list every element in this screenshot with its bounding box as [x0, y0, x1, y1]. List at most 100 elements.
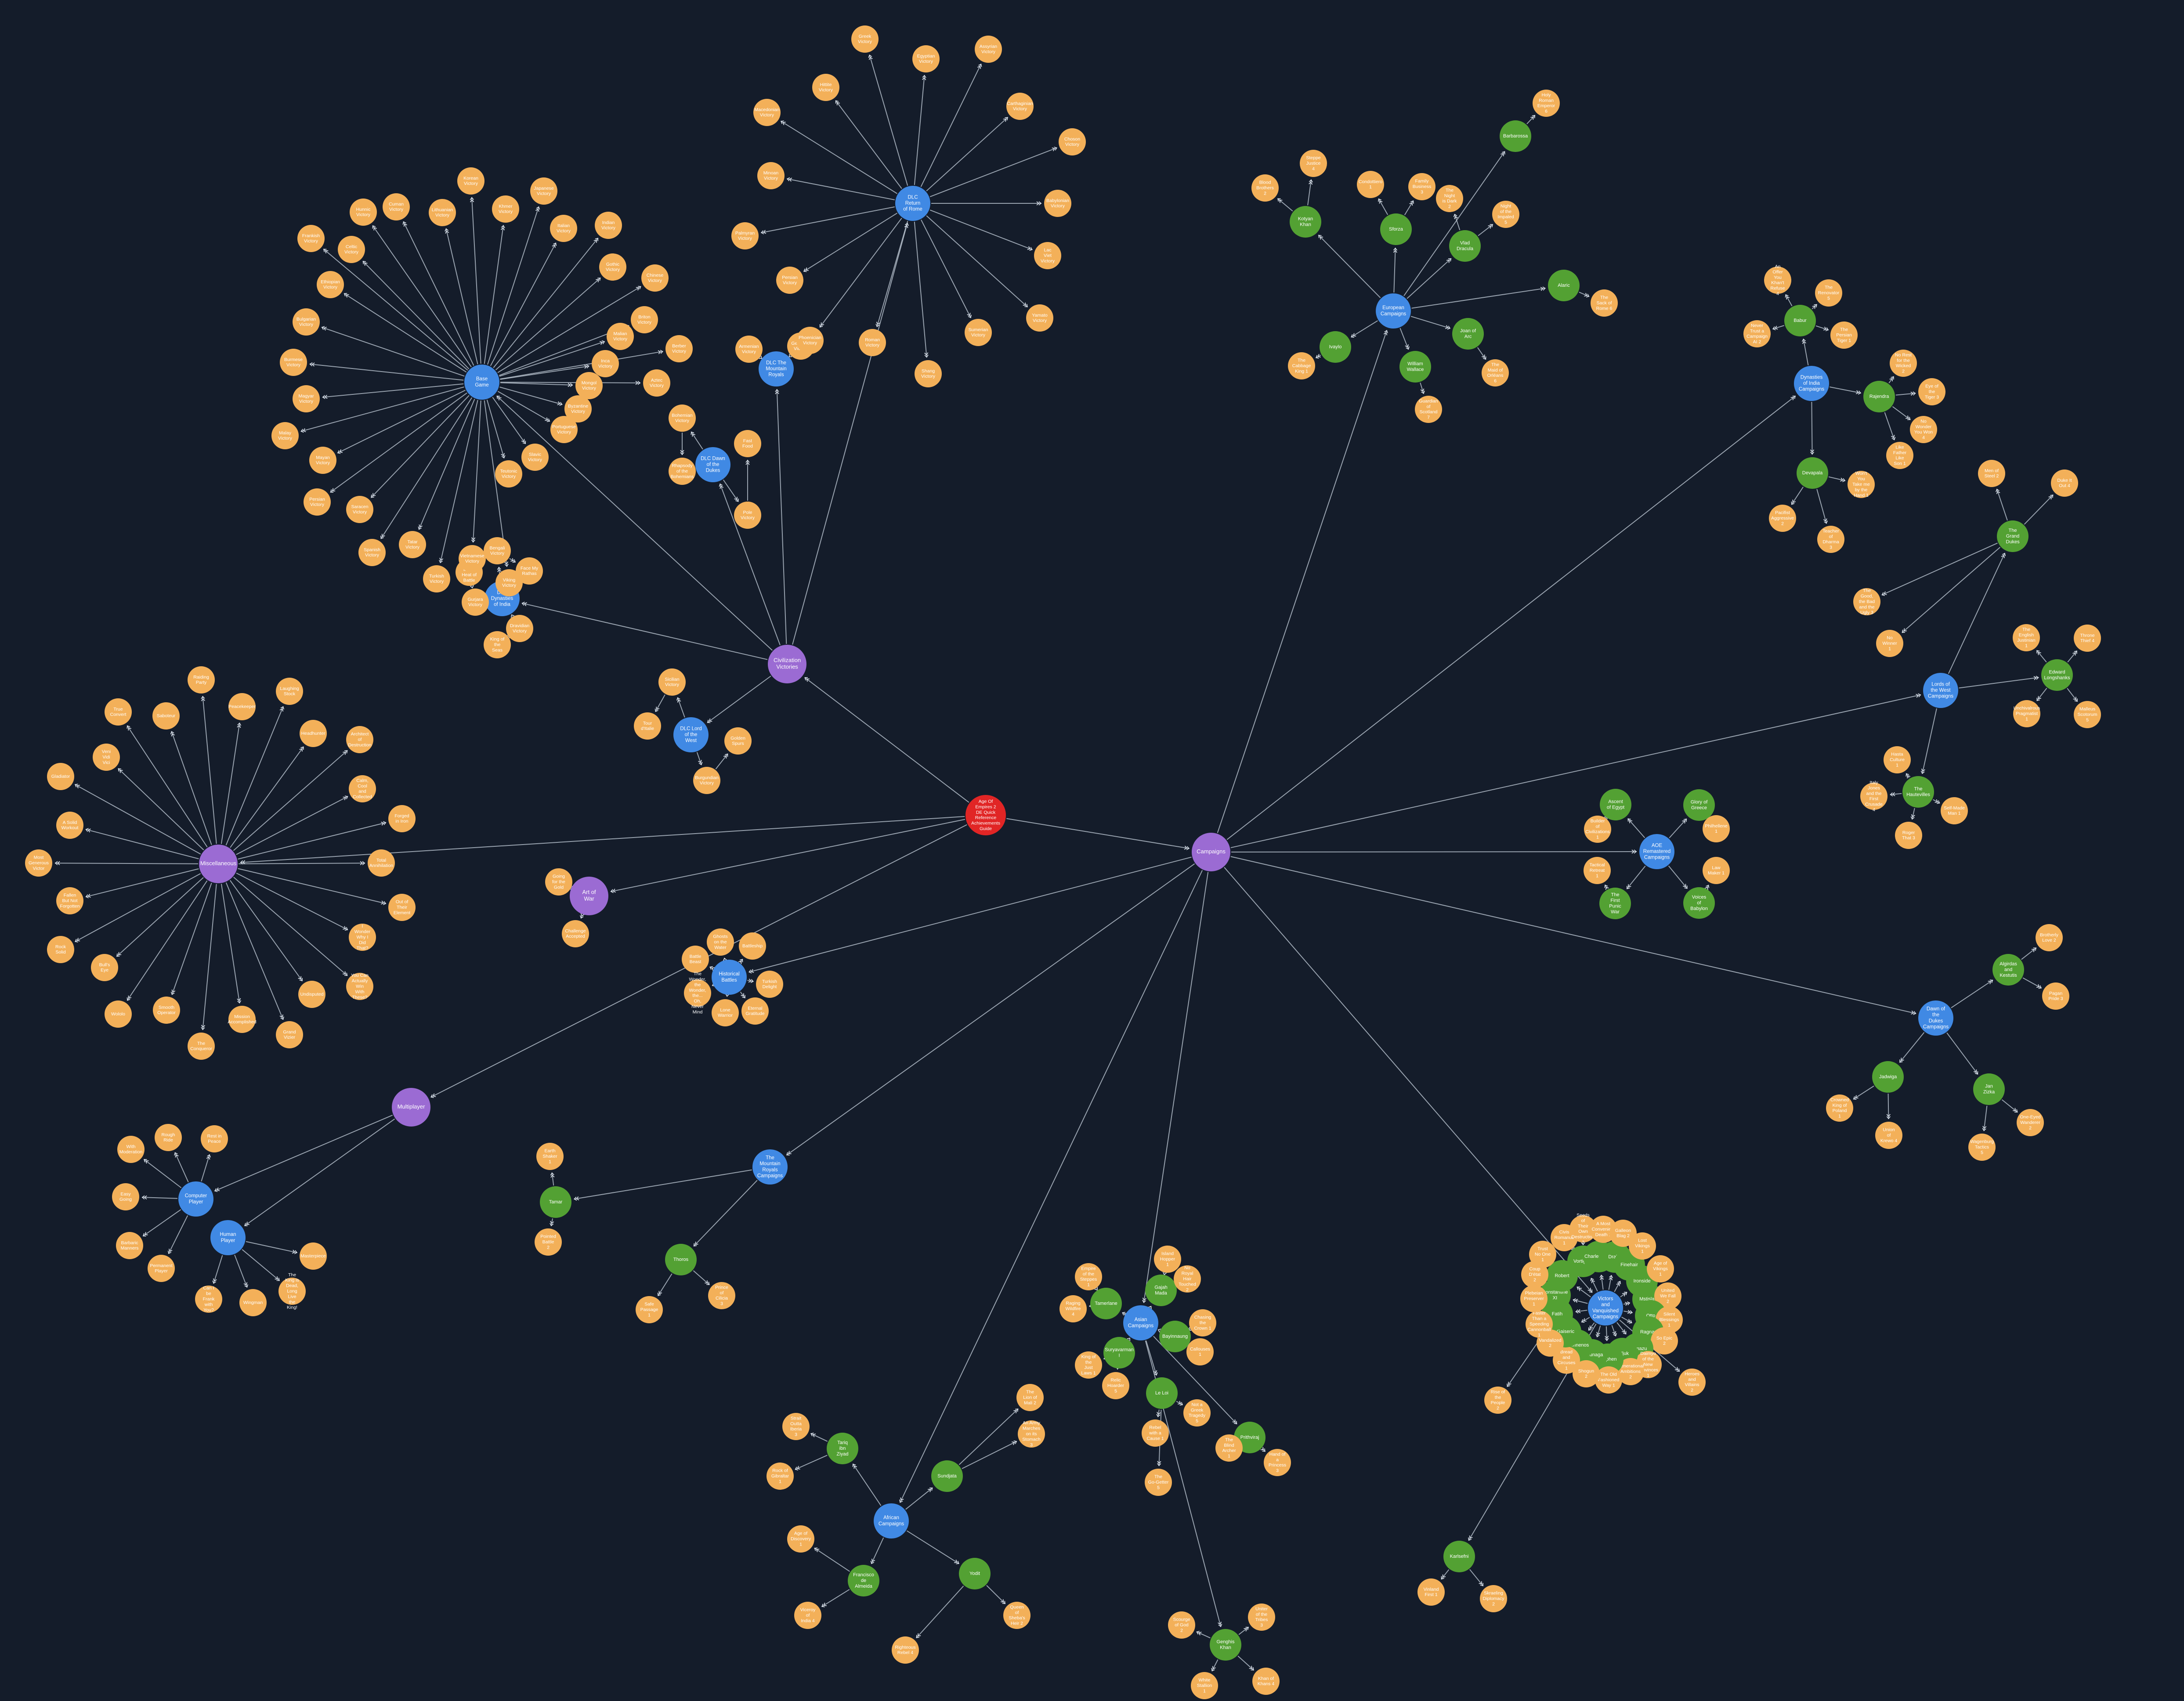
graph-node-dd3a[interactable]: One-Eyed Wanderer 2 — [2017, 1109, 2044, 1136]
graph-node-as3b[interactable]: Callouses 1 — [1186, 1338, 1214, 1365]
graph-node-rr12[interactable]: Phoenician Victory — [796, 327, 824, 354]
graph-node-rr15[interactable]: Sumerian Victory — [965, 319, 992, 346]
achievement-node[interactable] — [459, 545, 486, 572]
graph-node-aoer[interactable]: AOE Remastered Campaigns — [1639, 834, 1674, 869]
achievement-node[interactable] — [346, 726, 373, 753]
campaign-node[interactable] — [1210, 1629, 1241, 1661]
graph-node-dd1b[interactable]: Pagan Pride 3 — [2042, 982, 2069, 1010]
achievement-node[interactable] — [495, 569, 523, 596]
graph-node-bg13[interactable]: Hunnic Victory — [350, 199, 377, 226]
graph-node-eu2b[interactable]: Family Business 3 — [1408, 173, 1436, 200]
graph-node-cp[interactable]: Computer Player — [178, 1181, 213, 1217]
achievement-node[interactable] — [734, 430, 761, 457]
graph-node-in3a[interactable]: Won't You Take me by the Hand 1 — [1848, 471, 1875, 498]
graph-node-mi12[interactable]: Gladiator — [47, 763, 74, 790]
achievement-node[interactable] — [665, 335, 693, 362]
graph-node-lw2[interactable]: The Grand Dukes — [1997, 520, 2029, 552]
graph-node-hp4[interactable]: Masterpiece — [300, 1242, 327, 1270]
graph-node-rr17[interactable]: Lac Viet Victory — [1034, 242, 1061, 269]
graph-node-doi1[interactable]: Bengali Victory — [484, 537, 511, 564]
achievement-node[interactable] — [1895, 822, 1922, 849]
achievement-node[interactable] — [1288, 352, 1315, 379]
graph-node-mi09[interactable]: Saboteur — [152, 702, 180, 730]
campaign-node[interactable] — [1784, 305, 1816, 336]
group-node[interactable] — [695, 447, 730, 482]
campaign-node[interactable] — [1683, 887, 1715, 919]
achievement-node[interactable] — [276, 1021, 303, 1048]
campaign-node[interactable] — [1863, 381, 1895, 412]
graph-node-mi10[interactable]: True Convert — [105, 698, 132, 726]
achievement-node[interactable] — [1703, 815, 1730, 842]
graph-node-dotd2[interactable]: Pole Victory — [734, 502, 761, 529]
graph-node-lw2b[interactable]: Duke It Out 4 — [2051, 469, 2078, 497]
achievement-node[interactable] — [506, 615, 533, 642]
achievement-node[interactable] — [1102, 1372, 1129, 1399]
group-node[interactable] — [673, 717, 709, 752]
achievement-node[interactable] — [1978, 460, 2005, 487]
graph-node-hb[interactable]: Historical Battles — [712, 960, 747, 995]
achievement-node[interactable] — [484, 631, 511, 658]
graph-node-hb5[interactable]: The Wonder, the Wonder, the... Oh, Never Mind — [684, 971, 711, 1015]
graph-node-dd1a[interactable]: Brotherly Love 2 — [2036, 924, 2063, 951]
graph-node-as5a[interactable]: Not a Greek Tragedy 5 — [1183, 1399, 1211, 1427]
achievement-node[interactable] — [1252, 1668, 1280, 1695]
achievement-node[interactable] — [304, 488, 331, 516]
graph-node-cp3[interactable]: Rest in Peace — [201, 1125, 228, 1152]
achievement-node[interactable] — [1584, 816, 1611, 843]
achievement-node[interactable] — [423, 565, 450, 592]
graph-node-bg09[interactable]: Khmer Victory — [492, 195, 519, 223]
graph-node-bg16[interactable]: Ethiopian Victory — [317, 271, 344, 298]
campaign-node[interactable] — [959, 1558, 991, 1589]
graph-node-asia[interactable]: Asian Campaigns — [1123, 1305, 1158, 1340]
graph-node-vv05a[interactable]: Age of Vikings 1 — [1647, 1255, 1674, 1282]
achievement-node[interactable] — [1826, 1094, 1853, 1122]
achievement-node[interactable] — [188, 1033, 215, 1060]
graph-node-rr01[interactable]: Babylonian Victory — [1044, 190, 1071, 217]
graph-node-rr02[interactable]: Choson Victory — [1059, 128, 1086, 155]
achievement-node[interactable] — [724, 727, 752, 755]
graph-node-eu6a[interactable]: Guardian of Scotland 7 — [1415, 396, 1442, 423]
achievement-node[interactable] — [592, 350, 619, 377]
achievement-node[interactable] — [2036, 924, 2063, 951]
achievement-node[interactable] — [634, 712, 661, 740]
graph-node-hb7[interactable]: Eternal Gratitude — [741, 997, 769, 1025]
graph-node-cp1[interactable]: With Moderation — [117, 1136, 145, 1163]
graph-node-as6a[interactable]: The Blind Archer 1 — [1215, 1434, 1243, 1462]
graph-node-eu7[interactable]: Barbarossa — [1500, 120, 1531, 152]
graph-node-rr11[interactable]: Persian Victory — [776, 267, 803, 294]
graph-node-bg14[interactable]: Frankish Victory — [297, 225, 325, 252]
campaign-node[interactable] — [1103, 1337, 1135, 1369]
graph-node-in1a[interactable]: An Offer You Khan't Refuse 4 — [1764, 264, 1791, 296]
graph-node-rr10[interactable]: Palmyran Victory — [731, 222, 759, 249]
achievement-node[interactable] — [2074, 625, 2101, 652]
group-node[interactable] — [759, 351, 794, 386]
campaign-node[interactable] — [2041, 659, 2073, 691]
achievement-node[interactable] — [349, 775, 376, 802]
achievement-node[interactable] — [195, 1286, 222, 1313]
graph-node-mi16[interactable]: Rock Solid — [47, 936, 74, 963]
graph-node-doi2[interactable]: Gurjara Victory — [462, 589, 489, 616]
achievement-node[interactable] — [782, 1413, 810, 1440]
achievement-node[interactable] — [1591, 289, 1618, 317]
graph-node-lw3a[interactable]: Hasta Culture 1 — [1884, 746, 1911, 773]
achievement-node[interactable] — [317, 271, 344, 298]
achievement-node[interactable] — [1174, 1265, 1201, 1293]
achievement-node[interactable] — [148, 1255, 175, 1282]
graph-node-in1b[interactable]: The Renovator 5 — [1815, 279, 1842, 307]
achievement-node[interactable] — [1183, 1399, 1211, 1427]
graph-node-mi04[interactable]: Architect of Destruction — [346, 726, 373, 753]
achievement-node[interactable] — [2017, 1109, 2044, 1136]
campaign-node[interactable] — [1290, 206, 1321, 238]
achievement-node[interactable] — [298, 981, 325, 1008]
graph-node-lotw1a[interactable]: Tour d'Italie — [634, 712, 661, 740]
achievement-node[interactable] — [1018, 1420, 1045, 1448]
campaign-node[interactable] — [827, 1433, 858, 1464]
achievement-node[interactable] — [155, 1124, 182, 1151]
achievement-node[interactable] — [975, 36, 1002, 63]
graph-node-eu4a[interactable]: The Cabbage King 1 — [1288, 352, 1315, 379]
achievement-node[interactable] — [346, 973, 373, 1000]
graph-node-in2b[interactable]: Eye of the Tiger 3 — [1918, 378, 1945, 405]
graph-node-mi21[interactable]: Mission Accomplished — [228, 1006, 257, 1033]
achievement-node[interactable] — [1651, 1327, 1678, 1354]
